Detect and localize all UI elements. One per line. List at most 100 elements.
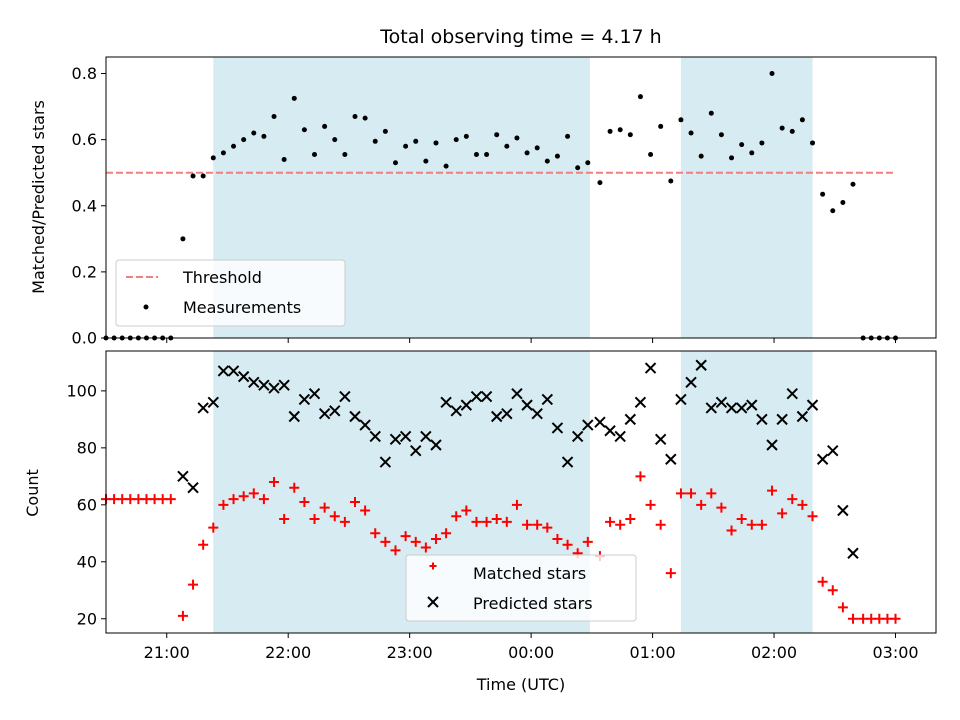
predicted-star-point [511, 388, 523, 400]
predicted-star-point [369, 430, 381, 443]
measurement-point [312, 152, 318, 158]
top-x-ticks [166, 338, 897, 343]
predicted-star-point [561, 456, 574, 468]
measurement-point [473, 152, 479, 158]
predicted-star-point [571, 430, 584, 443]
matched-star-point [258, 494, 269, 505]
measurement-points [103, 71, 899, 341]
measurement-point [352, 114, 358, 120]
matched-star-point [552, 534, 563, 544]
measurement-point [251, 130, 257, 136]
y-tick-label: 0.8 [72, 64, 97, 83]
matched-star-point [430, 534, 441, 544]
y-tick-label: 0.0 [72, 329, 97, 348]
measurement-point [749, 150, 755, 156]
matched-star-point [817, 576, 828, 587]
measurement-point [524, 150, 530, 156]
predicted-star-point [329, 405, 341, 417]
predicted-star-point [410, 444, 422, 457]
measurement-point [637, 94, 643, 100]
predicted-star-point [827, 444, 839, 457]
predicted-star-point [480, 390, 493, 403]
matched-star-point [635, 471, 646, 482]
measurement-point [698, 153, 704, 159]
matched-star-point [279, 514, 290, 525]
bottom-panel: 20 40 60 80 100 21:00 22:00 23:00 00:00 01:00 02:… [23, 350, 937, 694]
bottom-y-axis-label: Count [23, 469, 42, 517]
measurement-point [585, 160, 591, 166]
measurement-point [220, 150, 226, 156]
chart-title: Total observing time = 4.17 h [379, 26, 661, 48]
bottom-legend-box [405, 554, 637, 622]
measurement-point [769, 71, 775, 77]
predicted-star-point [187, 482, 199, 494]
measurement-point [575, 165, 581, 171]
measurement-point [494, 132, 500, 138]
x-tick-label: 23:00 [387, 643, 433, 662]
matched-star-point [309, 514, 320, 525]
predicted-star-point [318, 407, 331, 420]
matched-star-point [716, 502, 727, 513]
y-tick-label: 100 [66, 381, 97, 400]
predicted-star-point [420, 430, 432, 443]
measurement-point [718, 132, 724, 138]
measurement-point [840, 199, 846, 205]
y-tick-label: 0.4 [72, 196, 97, 215]
matched-star-point [511, 499, 522, 510]
predicted-star-point [644, 362, 657, 374]
predicted-star-point [237, 370, 250, 383]
y-tick-label: 40 [77, 552, 97, 571]
measurement-point [362, 115, 368, 121]
predicted-star-point [756, 413, 768, 426]
measurement-point [433, 140, 439, 146]
matched-star-point [827, 585, 838, 596]
measurement-point [403, 143, 409, 149]
predicted-star-point [197, 402, 209, 414]
measurement-point [301, 127, 307, 133]
matched-star-point [532, 519, 543, 530]
matched-star-point [410, 536, 421, 547]
matched-star-point [218, 499, 229, 510]
predicted-star-point [430, 439, 442, 451]
measurement-point [678, 117, 684, 123]
top-panel: 0.00.20.40.60.8 Matched/Predicted stars … [29, 56, 937, 348]
measurement-point [443, 163, 449, 169]
bottom-y-ticks: 20 40 60 80 100 [66, 381, 106, 628]
matched-star-point [562, 539, 573, 550]
measurement-point [231, 143, 237, 149]
x-axis-label: Time (UTC) [476, 675, 565, 694]
matched-star-point [238, 491, 249, 502]
predicted-star-point [177, 470, 189, 483]
predicted-star-point [715, 396, 728, 408]
y-tick-label: 0.2 [72, 262, 97, 281]
matched-star-point [582, 536, 593, 547]
matched-star-point [767, 485, 778, 496]
measurement-point [423, 158, 429, 164]
top-legend: Threshold Measurements [115, 259, 346, 327]
predicted-star-point [521, 399, 533, 411]
measurement-point [332, 137, 338, 143]
matched-star-point [807, 511, 818, 522]
matched-star-point [696, 499, 707, 510]
predicted-star-point [806, 399, 819, 411]
predicted-star-point [359, 419, 371, 431]
top-axes-frame [105, 56, 937, 339]
predicted-star-point [695, 359, 707, 371]
matched-star-point [198, 539, 209, 550]
top-legend-box [115, 259, 346, 327]
predicted-star-point [440, 396, 452, 408]
measurement-point [281, 156, 287, 162]
predicted-star-point [786, 388, 798, 400]
legend-predicted-swatch [427, 596, 439, 608]
predicted-star-point [634, 396, 647, 408]
measurement-point [830, 208, 836, 214]
measurement-point [688, 130, 694, 136]
measurement-point [190, 173, 196, 179]
predicted-star-point [501, 407, 513, 420]
measurement-point [565, 133, 571, 139]
measurement-point [382, 128, 388, 134]
matched-star-point [329, 511, 340, 522]
legend-measurement-swatch [143, 304, 149, 310]
measurement-point [534, 145, 540, 151]
measurement-point [739, 142, 745, 148]
